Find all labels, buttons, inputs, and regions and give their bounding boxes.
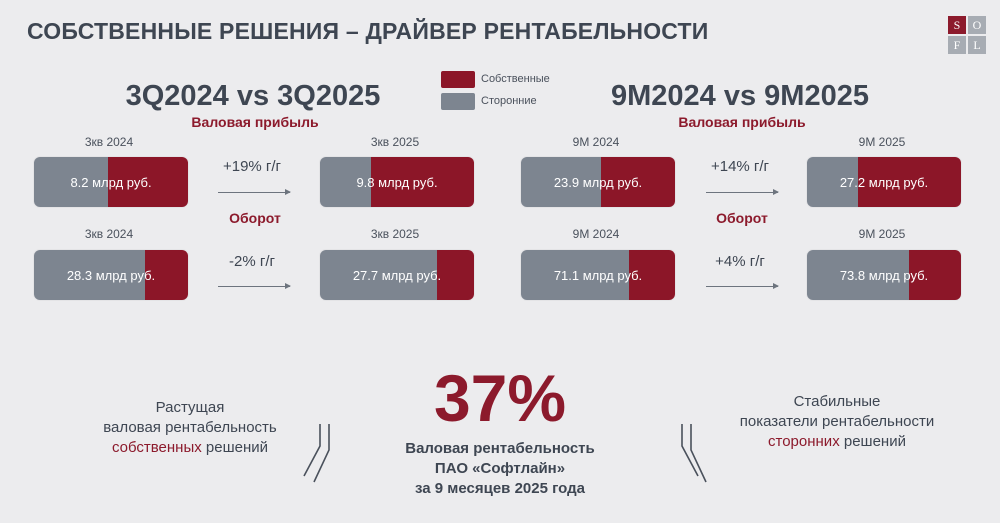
decor-line [303,424,321,477]
growth-label: -2% г/г [229,253,275,270]
bar-period-label: 9М 2025 [858,135,906,149]
arrow-right-icon [706,189,779,195]
bar-segment-external [807,157,858,207]
bar-value: 23.9 млрд руб. [553,174,643,190]
summary-tail: решений [201,439,269,456]
bar-segment-own [144,250,188,300]
legend-external-swatch [441,93,475,110]
growth-label: +4% г/г [715,253,765,270]
center-caption-line: ПАО «Софтлайн» [434,460,566,477]
bar-right-gp-curr: 27.2 млрд руб. [807,157,961,207]
bar-left-gp-curr: 9.8 млрд руб. [320,157,474,207]
bar-segment-own [628,250,675,300]
growth-label: +14% г/г [710,158,770,175]
arrow-right-icon [706,283,779,289]
summary-tail: решений [839,433,906,450]
decor-line [313,424,330,483]
left-revenue-label: Оборот [229,210,281,226]
logo-letter: F [948,36,966,54]
decor-line [681,424,699,477]
bar-segment-external [320,250,438,300]
legend-own-label: Собственные [481,73,550,85]
bar-period-label: 9М 2025 [858,227,906,241]
bar-right-rev-curr: 73.8 млрд руб. [807,250,961,300]
right-summary-text: Стабильные показатели рентабельности сто… [712,392,962,452]
bar-segment-own [857,157,961,207]
bar-period-label: 3кв 2024 [84,135,134,149]
logo-letter: S [948,16,966,34]
page-title: СОБСТВЕННЫЕ РЕШЕНИЯ – ДРАЙВЕР РЕНТАБЕЛЬН… [27,18,709,44]
bar-period-label: 9М 2024 [572,135,620,149]
bar-segment-own [107,157,188,207]
right-summary-line: показатели рентабельности [739,413,935,430]
bar-value: 28.3 млрд руб. [66,267,156,283]
growth-label: +19% г/г [222,158,282,175]
bar-period-label: 3кв 2025 [370,135,420,149]
left-gross-profit-label: Валовая прибыль [191,114,319,130]
big-percent-value: 37% [433,361,567,435]
left-summary-line: валовая рентабельность [103,419,277,436]
bar-value: 27.7 млрд руб. [352,267,442,283]
sofl-logo: S O F L [948,16,986,54]
center-caption-line: Валовая рентабельность [405,440,595,457]
bar-segment-own [370,157,474,207]
right-summary-line: сторонних решений [712,432,962,452]
right-gross-profit-label: Валовая прибыль [678,114,806,130]
logo-letter: O [968,16,986,34]
bar-segment-external [521,157,602,207]
bar-value: 9.8 млрд руб. [356,174,438,190]
bar-value: 27.2 млрд руб. [839,174,929,190]
bar-value: 71.1 млрд руб. [553,267,643,283]
right-revenue-label: Оборот [716,210,768,226]
bar-segment-external [807,250,909,300]
bar-right-rev-prev: 71.1 млрд руб. [521,250,675,300]
bar-value: 8.2 млрд руб. [70,174,152,190]
bar-left-gp-prev: 8.2 млрд руб. [34,157,188,207]
bar-segment-external [34,250,145,300]
right-summary-line: Стабильные [793,393,881,410]
legend-own-swatch [441,71,475,88]
bar-value: 73.8 млрд руб. [839,267,929,283]
bar-segment-external [320,157,371,207]
decorative-lines-right [681,424,707,483]
left-summary-line: собственных решений [60,438,320,458]
right-period-title: 9M2024 vs 9M2025 [611,80,869,112]
bar-period-label: 3кв 2024 [84,227,134,241]
left-summary-line: Растущая [155,399,225,416]
arrow-right-icon [218,283,291,289]
decorative-lines-left [303,424,330,483]
legend-external-label: Сторонние [481,95,537,107]
accent-word: сторонних [768,433,840,450]
bar-segment-own [437,250,474,300]
bar-left-rev-prev: 28.3 млрд руб. [34,250,188,300]
center-caption: Валовая рентабельность ПАО «Софтлайн» за… [370,439,630,499]
arrow-right-icon [218,189,291,195]
bar-segment-external [34,157,108,207]
left-summary-text: Растущая валовая рентабельность собствен… [60,398,320,458]
bar-period-label: 3кв 2025 [370,227,420,241]
bar-right-gp-prev: 23.9 млрд руб. [521,157,675,207]
logo-letter: L [968,36,986,54]
center-caption-line: за 9 месяцев 2025 года [415,480,585,497]
bar-segment-own [908,250,961,300]
bar-segment-own [601,157,675,207]
left-period-title: 3Q2024 vs 3Q2025 [125,80,381,112]
bar-segment-external [521,250,629,300]
decor-line [690,424,707,483]
bar-left-rev-curr: 27.7 млрд руб. [320,250,474,300]
accent-word: собственных [111,439,202,456]
bar-period-label: 9М 2024 [572,227,620,241]
